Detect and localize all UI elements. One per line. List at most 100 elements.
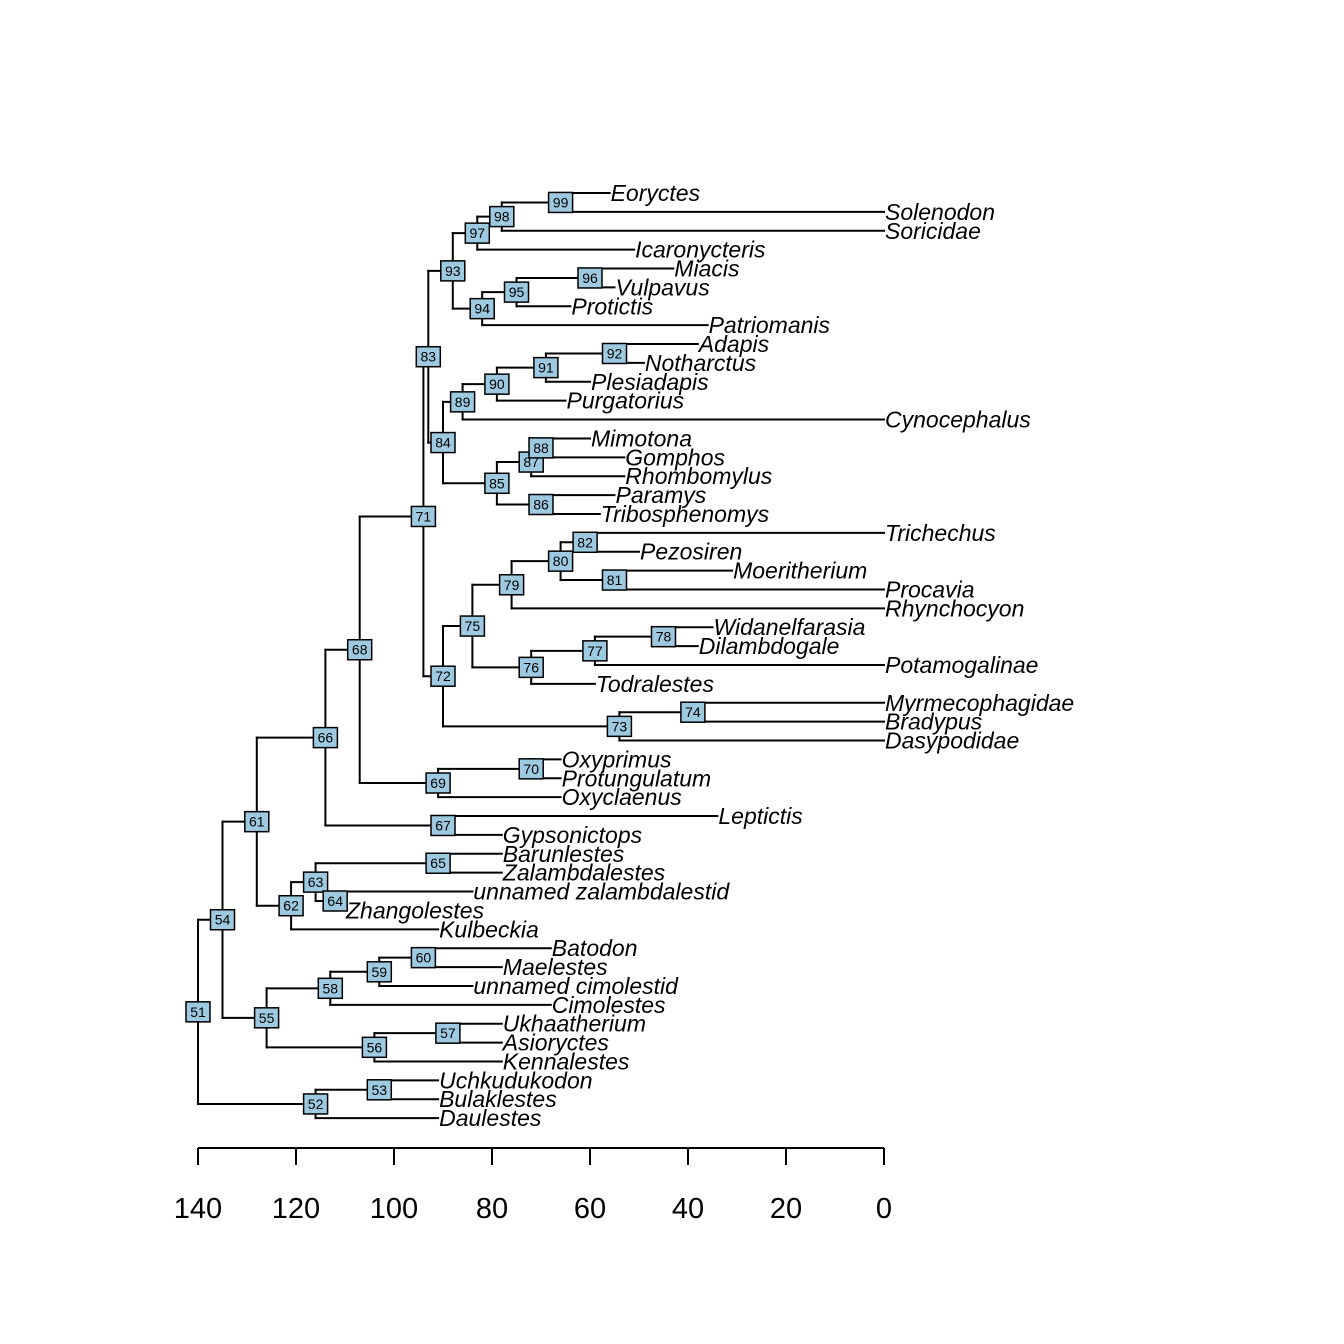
node-box [498, 574, 525, 596]
node-90: 90 [484, 373, 510, 395]
node-box [410, 505, 437, 528]
tip-label: Soricidae [885, 218, 981, 244]
node-label: 51 [190, 1004, 206, 1020]
tip-label: Solenodon [885, 199, 995, 225]
tip-label: Trichechus [885, 520, 996, 546]
node-61: 61 [244, 810, 270, 833]
node-label: 79 [504, 577, 520, 593]
node-box [484, 472, 510, 495]
node-95: 95 [503, 281, 530, 303]
node-box [650, 625, 677, 648]
node-label: 78 [656, 629, 672, 645]
node-box [209, 908, 236, 931]
x-tick-label: 120 [272, 1193, 320, 1225]
tip-label: Bulaklestes [439, 1086, 557, 1112]
node-box [425, 852, 451, 874]
node-label: 91 [538, 360, 554, 376]
node-92: 92 [601, 342, 628, 365]
node-label: 72 [435, 668, 451, 684]
node-box [464, 222, 491, 244]
node-89: 89 [449, 391, 476, 413]
node-label: 95 [509, 284, 525, 300]
node-97: 97 [464, 222, 491, 244]
node-99: 99 [547, 191, 574, 214]
node-box [302, 1093, 329, 1115]
tip-label: Paramys [616, 482, 707, 508]
node-label: 90 [489, 376, 505, 392]
node-box [601, 569, 628, 591]
node-box [346, 638, 373, 661]
tip-label: Potamogalinae [885, 652, 1038, 678]
node-label: 54 [215, 912, 231, 928]
node-box [518, 758, 544, 780]
node-box [361, 1036, 388, 1059]
tip-label: Maelestes [503, 954, 608, 980]
node-box [503, 281, 530, 303]
node-label: 61 [249, 814, 265, 830]
x-tick-label: 0 [876, 1193, 892, 1225]
tip-label: Eoryctes [611, 180, 701, 206]
x-axis: 140 120 100 80 60 40 20 0 [174, 1147, 892, 1225]
x-tick-label: 80 [476, 1193, 508, 1225]
node-96: 96 [577, 267, 603, 289]
node-box [430, 431, 456, 454]
node-box [547, 191, 574, 214]
tip-label: Barunlestes [503, 841, 625, 867]
node-label: 63 [308, 874, 324, 890]
node-label: 67 [435, 817, 451, 833]
tip-label: Protungulatum [562, 765, 712, 791]
node-label: 84 [435, 435, 451, 451]
node-label: 98 [494, 209, 510, 225]
node-label: 68 [352, 642, 368, 658]
tip-label: unnamed cimolestid [473, 973, 679, 999]
tip-label: Bradypus [885, 709, 983, 735]
node-box [317, 977, 344, 1000]
tip-label: Notharctus [645, 350, 757, 376]
tip-label: Tribosphenomys [601, 501, 770, 527]
node-box [449, 391, 476, 413]
tip-label: Pezosiren [640, 539, 742, 565]
node-label: 97 [470, 225, 486, 241]
tip-label: Dilambdogale [699, 633, 840, 659]
tip-label: Gypsonictops [503, 822, 643, 848]
node-58: 58 [317, 977, 344, 1000]
node-label: 59 [372, 964, 388, 980]
node-51: 51 [185, 1001, 211, 1023]
tip-label: Kulbeckia [439, 916, 539, 942]
node-label: 70 [523, 761, 539, 777]
node-label: 55 [259, 1010, 275, 1026]
node-81: 81 [601, 569, 628, 591]
node-label: 58 [323, 980, 339, 996]
x-tick-label: 60 [574, 1193, 606, 1225]
node-box [518, 656, 544, 679]
node-box [278, 894, 304, 917]
node-label: 93 [445, 263, 461, 279]
node-box [528, 493, 554, 516]
tip-label: Rhynchocyon [885, 595, 1024, 621]
node-box [366, 1079, 393, 1101]
tip-label: Icaronycteris [635, 237, 766, 263]
node-59: 59 [366, 961, 393, 983]
node-label: 88 [533, 440, 549, 456]
tip-label: Ukhaatherium [503, 1011, 646, 1037]
x-tick-label: 20 [770, 1193, 802, 1225]
node-label: 60 [416, 950, 432, 966]
node-box [577, 267, 603, 289]
node-62: 62 [278, 894, 304, 917]
node-box [430, 665, 456, 687]
node-label: 80 [553, 553, 569, 569]
x-tick-label: 40 [672, 1193, 704, 1225]
tip-label: Purgatorius [567, 388, 685, 414]
node-box [253, 1007, 280, 1029]
node-label: 52 [308, 1096, 324, 1112]
tip-label: Oxyprimus [562, 746, 672, 772]
tip-label: Dasypodidae [885, 728, 1019, 754]
node-label: 81 [607, 572, 623, 588]
tip-label: Widanelfarasia [714, 614, 866, 640]
node-91: 91 [533, 356, 559, 379]
node-box [469, 297, 495, 320]
node-box [489, 205, 515, 228]
node-label: 56 [367, 1039, 383, 1055]
